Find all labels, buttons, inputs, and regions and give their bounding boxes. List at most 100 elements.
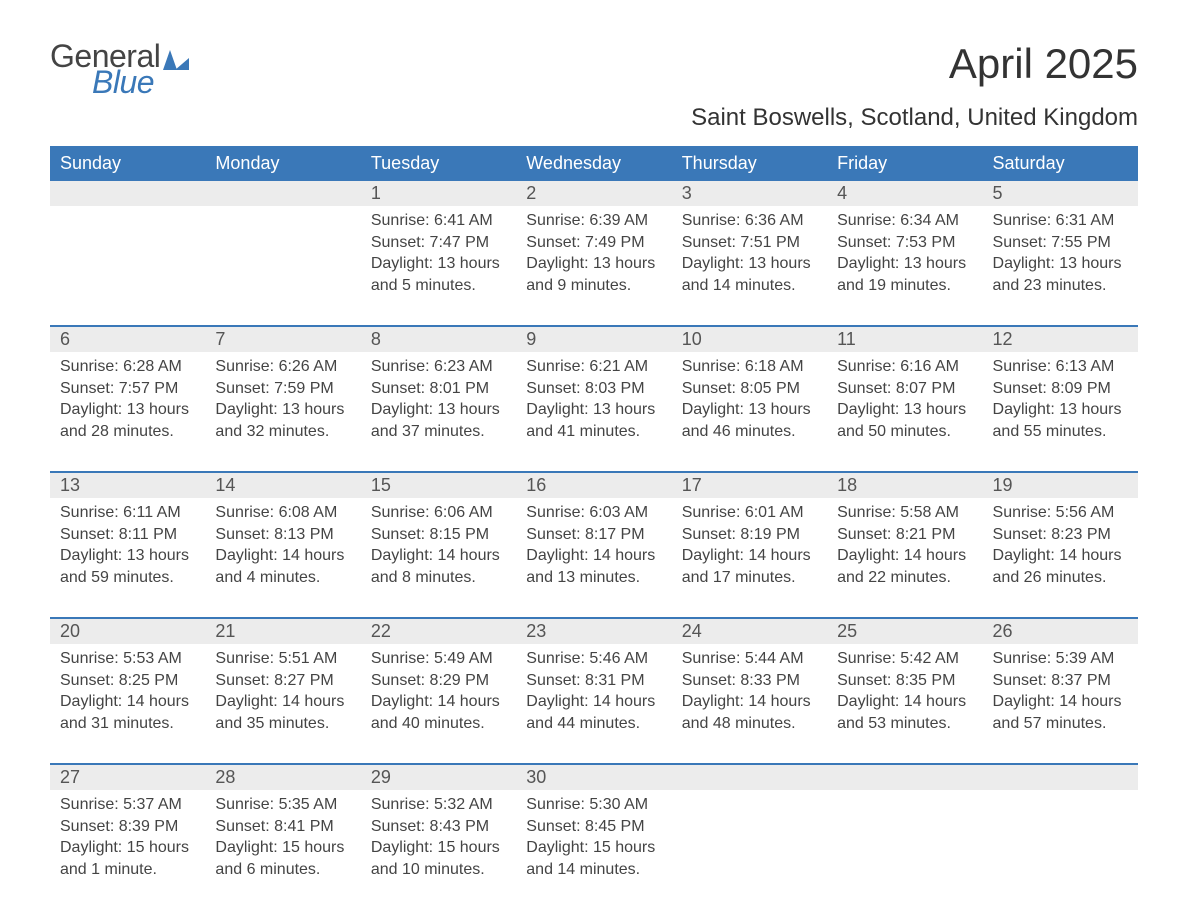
sunset-text: Sunset: 7:49 PM: [526, 232, 661, 254]
calendar-cell: 15Sunrise: 6:06 AMSunset: 8:15 PMDayligh…: [361, 473, 516, 593]
daylight-text: Daylight: 15 hours and 10 minutes.: [371, 837, 506, 880]
day-number: 21: [205, 619, 360, 644]
day-header-row: SundayMondayTuesdayWednesdayThursdayFrid…: [50, 146, 1138, 181]
calendar-cell: 14Sunrise: 6:08 AMSunset: 8:13 PMDayligh…: [205, 473, 360, 593]
sunrise-text: Sunrise: 6:11 AM: [60, 502, 195, 524]
day-number: 4: [827, 181, 982, 206]
daylight-text: Daylight: 13 hours and 46 minutes.: [682, 399, 817, 442]
sunset-text: Sunset: 8:37 PM: [993, 670, 1128, 692]
day-number: 15: [361, 473, 516, 498]
daylight-text: Daylight: 13 hours and 28 minutes.: [60, 399, 195, 442]
day-details: Sunrise: 5:53 AMSunset: 8:25 PMDaylight:…: [50, 644, 205, 734]
sunrise-text: Sunrise: 6:16 AM: [837, 356, 972, 378]
daylight-text: Daylight: 15 hours and 1 minute.: [60, 837, 195, 880]
flag-icon: [163, 50, 189, 70]
daylight-text: Daylight: 13 hours and 23 minutes.: [993, 253, 1128, 296]
calendar-cell: 3Sunrise: 6:36 AMSunset: 7:51 PMDaylight…: [672, 181, 827, 301]
day-number: 2: [516, 181, 671, 206]
day-details: Sunrise: 6:16 AMSunset: 8:07 PMDaylight:…: [827, 352, 982, 442]
day-header: Saturday: [983, 146, 1138, 181]
day-details: Sunrise: 6:36 AMSunset: 7:51 PMDaylight:…: [672, 206, 827, 296]
daylight-text: Daylight: 14 hours and 17 minutes.: [682, 545, 817, 588]
calendar-cell: [50, 181, 205, 301]
calendar-cell: 25Sunrise: 5:42 AMSunset: 8:35 PMDayligh…: [827, 619, 982, 739]
day-number: 11: [827, 327, 982, 352]
day-details: Sunrise: 6:39 AMSunset: 7:49 PMDaylight:…: [516, 206, 671, 296]
daylight-text: Daylight: 13 hours and 9 minutes.: [526, 253, 661, 296]
daylight-text: Daylight: 13 hours and 59 minutes.: [60, 545, 195, 588]
sunrise-text: Sunrise: 6:41 AM: [371, 210, 506, 232]
day-header: Monday: [205, 146, 360, 181]
sunrise-text: Sunrise: 5:32 AM: [371, 794, 506, 816]
day-details: Sunrise: 6:34 AMSunset: 7:53 PMDaylight:…: [827, 206, 982, 296]
sunset-text: Sunset: 8:03 PM: [526, 378, 661, 400]
calendar-cell: 13Sunrise: 6:11 AMSunset: 8:11 PMDayligh…: [50, 473, 205, 593]
day-details: Sunrise: 6:28 AMSunset: 7:57 PMDaylight:…: [50, 352, 205, 442]
day-number: 19: [983, 473, 1138, 498]
day-details: Sunrise: 6:23 AMSunset: 8:01 PMDaylight:…: [361, 352, 516, 442]
sunrise-text: Sunrise: 5:49 AM: [371, 648, 506, 670]
day-details: Sunrise: 6:03 AMSunset: 8:17 PMDaylight:…: [516, 498, 671, 588]
calendar-cell: 10Sunrise: 6:18 AMSunset: 8:05 PMDayligh…: [672, 327, 827, 447]
day-number: 14: [205, 473, 360, 498]
day-number: 26: [983, 619, 1138, 644]
sunrise-text: Sunrise: 5:42 AM: [837, 648, 972, 670]
calendar-week: 1Sunrise: 6:41 AMSunset: 7:47 PMDaylight…: [50, 181, 1138, 301]
day-number: [827, 765, 982, 790]
day-details: Sunrise: 6:13 AMSunset: 8:09 PMDaylight:…: [983, 352, 1138, 442]
sunrise-text: Sunrise: 6:01 AM: [682, 502, 817, 524]
daylight-text: Daylight: 13 hours and 5 minutes.: [371, 253, 506, 296]
sunrise-text: Sunrise: 6:13 AM: [993, 356, 1128, 378]
day-details: Sunrise: 5:32 AMSunset: 8:43 PMDaylight:…: [361, 790, 516, 880]
day-details: Sunrise: 6:11 AMSunset: 8:11 PMDaylight:…: [50, 498, 205, 588]
calendar-cell: 16Sunrise: 6:03 AMSunset: 8:17 PMDayligh…: [516, 473, 671, 593]
day-details: Sunrise: 6:08 AMSunset: 8:13 PMDaylight:…: [205, 498, 360, 588]
daylight-text: Daylight: 14 hours and 8 minutes.: [371, 545, 506, 588]
calendar-cell: 2Sunrise: 6:39 AMSunset: 7:49 PMDaylight…: [516, 181, 671, 301]
day-number: 20: [50, 619, 205, 644]
sunset-text: Sunset: 8:43 PM: [371, 816, 506, 838]
day-details: Sunrise: 5:51 AMSunset: 8:27 PMDaylight:…: [205, 644, 360, 734]
daylight-text: Daylight: 13 hours and 14 minutes.: [682, 253, 817, 296]
day-number: 16: [516, 473, 671, 498]
weeks-container: 1Sunrise: 6:41 AMSunset: 7:47 PMDaylight…: [50, 181, 1138, 885]
sunrise-text: Sunrise: 6:26 AM: [215, 356, 350, 378]
daylight-text: Daylight: 14 hours and 53 minutes.: [837, 691, 972, 734]
day-details: Sunrise: 5:49 AMSunset: 8:29 PMDaylight:…: [361, 644, 516, 734]
day-number: 10: [672, 327, 827, 352]
logo-word-blue: Blue: [92, 66, 154, 98]
sunset-text: Sunset: 8:17 PM: [526, 524, 661, 546]
day-details: Sunrise: 5:46 AMSunset: 8:31 PMDaylight:…: [516, 644, 671, 734]
daylight-text: Daylight: 13 hours and 41 minutes.: [526, 399, 661, 442]
calendar-page: General Blue April 2025 Saint Boswells, …: [0, 0, 1188, 915]
calendar-cell: 19Sunrise: 5:56 AMSunset: 8:23 PMDayligh…: [983, 473, 1138, 593]
day-details: Sunrise: 5:37 AMSunset: 8:39 PMDaylight:…: [50, 790, 205, 880]
daylight-text: Daylight: 15 hours and 6 minutes.: [215, 837, 350, 880]
day-number: 27: [50, 765, 205, 790]
sunset-text: Sunset: 7:53 PM: [837, 232, 972, 254]
calendar-cell: 18Sunrise: 5:58 AMSunset: 8:21 PMDayligh…: [827, 473, 982, 593]
calendar-cell: 5Sunrise: 6:31 AMSunset: 7:55 PMDaylight…: [983, 181, 1138, 301]
day-number: 6: [50, 327, 205, 352]
day-number: 3: [672, 181, 827, 206]
daylight-text: Daylight: 14 hours and 31 minutes.: [60, 691, 195, 734]
day-number: 23: [516, 619, 671, 644]
calendar-cell: 26Sunrise: 5:39 AMSunset: 8:37 PMDayligh…: [983, 619, 1138, 739]
calendar-cell: 24Sunrise: 5:44 AMSunset: 8:33 PMDayligh…: [672, 619, 827, 739]
sunset-text: Sunset: 7:47 PM: [371, 232, 506, 254]
sunset-text: Sunset: 8:39 PM: [60, 816, 195, 838]
daylight-text: Daylight: 14 hours and 57 minutes.: [993, 691, 1128, 734]
day-number: [672, 765, 827, 790]
day-number: 9: [516, 327, 671, 352]
day-number: 24: [672, 619, 827, 644]
daylight-text: Daylight: 13 hours and 19 minutes.: [837, 253, 972, 296]
calendar-cell: 8Sunrise: 6:23 AMSunset: 8:01 PMDaylight…: [361, 327, 516, 447]
day-number: [50, 181, 205, 206]
day-header: Sunday: [50, 146, 205, 181]
calendar-cell: 22Sunrise: 5:49 AMSunset: 8:29 PMDayligh…: [361, 619, 516, 739]
day-number: 28: [205, 765, 360, 790]
sunset-text: Sunset: 8:45 PM: [526, 816, 661, 838]
location-subtitle: Saint Boswells, Scotland, United Kingdom: [50, 104, 1138, 132]
daylight-text: Daylight: 14 hours and 22 minutes.: [837, 545, 972, 588]
sunset-text: Sunset: 8:19 PM: [682, 524, 817, 546]
